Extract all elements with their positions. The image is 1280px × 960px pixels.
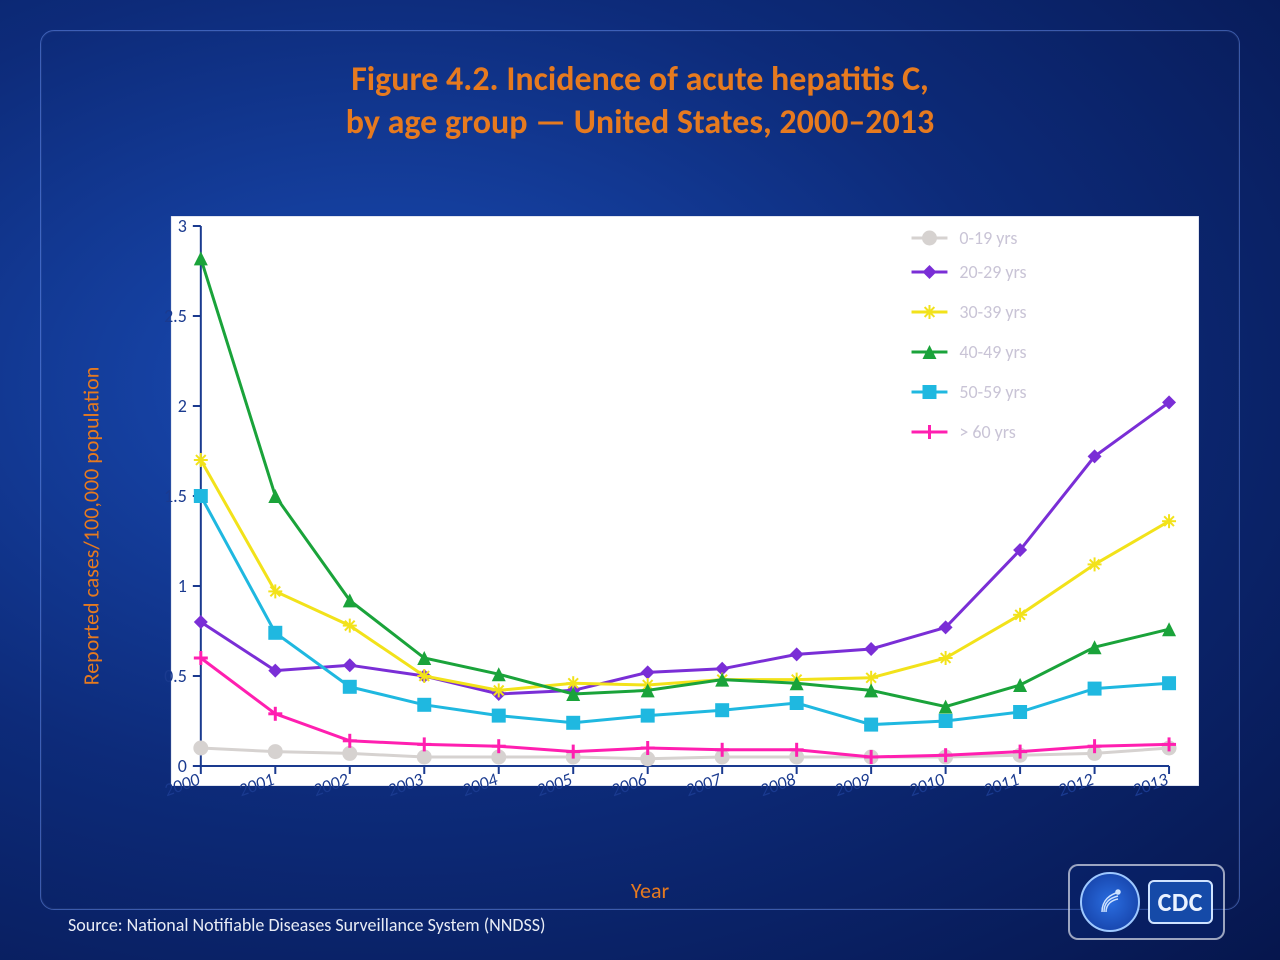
svg-text:50-59 yrs: 50-59 yrs xyxy=(959,381,1026,403)
agency-logo-group: CDC xyxy=(1068,864,1225,940)
svg-text:2.5: 2.5 xyxy=(164,305,187,327)
svg-text:0-19 yrs: 0-19 yrs xyxy=(959,227,1017,249)
y-axis-label: Reported cases/100,000 population xyxy=(78,367,105,686)
cdc-logo: CDC xyxy=(1148,880,1213,924)
svg-text:> 60 yrs: > 60 yrs xyxy=(959,421,1015,443)
svg-text:30-39 yrs: 30-39 yrs xyxy=(959,301,1026,323)
chart-title: Figure 4.2. Incidence of acute hepatitis… xyxy=(41,59,1239,144)
x-axis-label: Year xyxy=(631,877,669,904)
slide-frame: Figure 4.2. Incidence of acute hepatitis… xyxy=(40,30,1240,910)
chart-container: Reported cases/100,000 population 00.511… xyxy=(101,206,1199,846)
title-line-2: by age group — United States, 2000–2013 xyxy=(346,102,934,143)
source-text: Source: National Notifiable Diseases Sur… xyxy=(68,914,545,936)
svg-text:1: 1 xyxy=(178,575,187,597)
hhs-logo-icon xyxy=(1080,872,1140,932)
line-chart: 00.511.522.53200020012002200320042005200… xyxy=(101,206,1199,846)
svg-text:20-29 yrs: 20-29 yrs xyxy=(959,261,1026,283)
svg-text:0.5: 0.5 xyxy=(164,665,187,687)
svg-text:3: 3 xyxy=(178,215,187,237)
svg-text:1.5: 1.5 xyxy=(164,485,187,507)
svg-text:40-49 yrs: 40-49 yrs xyxy=(959,341,1026,363)
svg-text:2: 2 xyxy=(178,395,187,417)
title-line-1: Figure 4.2. Incidence of acute hepatitis… xyxy=(351,59,929,100)
